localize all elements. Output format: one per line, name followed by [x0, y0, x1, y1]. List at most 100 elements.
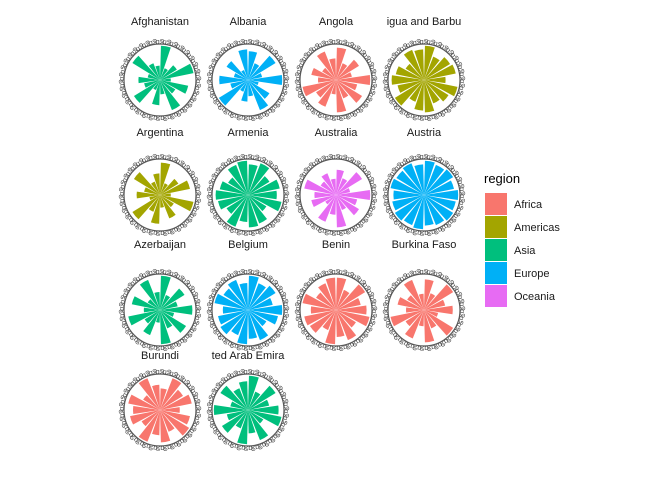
angle-tick-label: ɑᘝ — [185, 381, 197, 393]
bar — [336, 195, 347, 211]
angle-tick-label: ɑᘝ — [444, 161, 456, 173]
bar — [248, 410, 256, 434]
bar — [336, 59, 359, 80]
bar — [424, 169, 454, 195]
angle-tick-label: ɑᘝ — [216, 276, 228, 288]
angle-tick-label: ɑᘝ — [300, 327, 312, 339]
angle-tick-label: ɑᘝ — [432, 110, 443, 121]
grid-circle — [387, 43, 461, 117]
angle-tick-label: ɑᘝ — [438, 272, 450, 283]
angle-tick-label: ɑᘝ — [174, 157, 186, 168]
angle-tick-label: ɑᘝ — [208, 57, 219, 69]
angle-tick-label: ɑᘝ — [382, 186, 391, 196]
bar — [329, 58, 336, 80]
angle-tick-label: ɑᘝ — [162, 228, 172, 237]
angle-tick-label: ɑᘝ — [273, 51, 285, 63]
angle-tick-label: ɑᘝ — [404, 110, 415, 121]
angle-tick-label: ɑᘝ — [332, 38, 341, 46]
angle-tick-label: ɑᘝ — [438, 157, 450, 168]
bar — [226, 195, 248, 214]
angle-tick-label: ɑᘝ — [189, 287, 200, 299]
grid-circle — [387, 273, 461, 347]
angle-tick-label: ɑᘝ — [156, 268, 165, 276]
bar — [390, 310, 424, 327]
bar — [160, 178, 179, 195]
panel-afghanistan: Afghanistanɑᘝɑᘝɑᘝɑᘝɑᘝɑᘝɑᘝɑᘝɑᘝɑᘝɑᘝɑᘝɑᘝɑᘝɑ… — [118, 16, 203, 122]
angle-tick-label: ɑᘝ — [404, 340, 415, 351]
angle-tick-label: ɑᘝ — [392, 276, 404, 288]
bar — [248, 195, 259, 228]
bar — [316, 80, 336, 98]
angle-tick-label: ɑᘝ — [272, 427, 284, 439]
angle-tick-label: ɑᘝ — [192, 64, 202, 75]
bar — [336, 172, 363, 195]
bar — [248, 179, 280, 195]
angle-tick-label: ɑᘝ — [236, 443, 246, 452]
bar — [133, 406, 160, 414]
angle-tick-label: ɑᘝ — [194, 72, 203, 82]
bar — [248, 176, 270, 195]
angle-tick-label: ɑᘝ — [148, 228, 158, 237]
angle-tick-label: ɑᘝ — [262, 157, 274, 168]
legend-title: region — [484, 171, 520, 186]
angle-tick-label: ɑᘝ — [162, 113, 172, 122]
angle-tick-label: ɑᘝ — [382, 179, 392, 190]
angle-tick-label: ɑᘝ — [180, 217, 192, 229]
angle-tick-label: ɑᘝ — [294, 301, 303, 311]
bar — [248, 410, 282, 427]
bar — [248, 63, 260, 80]
angle-tick-label: ɑᘝ — [296, 321, 307, 333]
angle-tick-label: ɑᘝ — [228, 110, 239, 121]
angle-tick-label: ɑᘝ — [384, 57, 395, 69]
bar — [402, 163, 424, 195]
bar — [160, 378, 182, 410]
angle-tick-label: ɑᘝ — [155, 444, 164, 452]
bar — [160, 310, 171, 345]
angle-tick-label: ɑᘝ — [344, 225, 355, 236]
bar — [160, 301, 178, 310]
angle-tick-label: ɑᘝ — [344, 39, 355, 50]
angle-tick-label: ɑᘝ — [338, 153, 348, 162]
bar — [424, 310, 454, 336]
bar — [424, 195, 454, 221]
angle-tick-label: ɑᘝ — [296, 287, 307, 299]
angle-tick-label: ɑᘝ — [432, 340, 443, 351]
legend-label: Oceania — [514, 291, 556, 303]
angle-tick-label: ɑᘝ — [310, 107, 322, 118]
angle-tick-label: ɑᘝ — [382, 308, 391, 318]
grid-circle — [299, 43, 373, 117]
panel-title: Argentina — [136, 127, 184, 139]
angle-tick-label: ɑᘝ — [256, 154, 267, 165]
angle-tick-label: ɑᘝ — [168, 440, 179, 451]
bar — [235, 410, 248, 429]
bar — [233, 388, 248, 410]
angle-tick-label: ɑᘝ — [188, 206, 199, 218]
bar — [336, 298, 361, 310]
angle-tick-label: ɑᘝ — [370, 72, 379, 82]
angle-tick-label: ɑᘝ — [244, 368, 253, 376]
angle-tick-label: ɑᘝ — [208, 387, 219, 399]
bar — [424, 195, 445, 226]
bar — [151, 181, 160, 195]
angle-tick-label: ɑᘝ — [280, 179, 290, 190]
angle-tick-label: ɑᘝ — [273, 281, 285, 293]
angle-tick-label: ɑᘝ — [448, 327, 460, 339]
angle-tick-label: ɑᘝ — [432, 154, 443, 165]
angle-tick-label: ɑᘝ — [438, 337, 450, 348]
angle-tick-label: ɑᘝ — [277, 387, 288, 399]
angle-tick-label: ɑᘝ — [236, 38, 246, 47]
legend-label: Americas — [514, 222, 560, 234]
angle-tick-label: ɑᘝ — [412, 228, 422, 237]
bar — [336, 80, 363, 103]
angle-tick-label: ɑᘝ — [120, 172, 131, 184]
angle-tick-label: ɑᘝ — [180, 376, 192, 388]
angle-tick-label: ɑᘝ — [444, 46, 456, 58]
angle-tick-label: ɑᘝ — [162, 368, 172, 377]
bar — [237, 410, 248, 445]
angle-tick-label: ɑᘝ — [188, 321, 199, 333]
angle-tick-label: ɑᘝ — [388, 51, 400, 63]
angle-tick-label: ɑᘝ — [382, 315, 392, 326]
angle-tick-label: ɑᘝ — [148, 368, 158, 377]
angle-tick-label: ɑᘝ — [148, 153, 158, 162]
bar — [241, 80, 248, 102]
